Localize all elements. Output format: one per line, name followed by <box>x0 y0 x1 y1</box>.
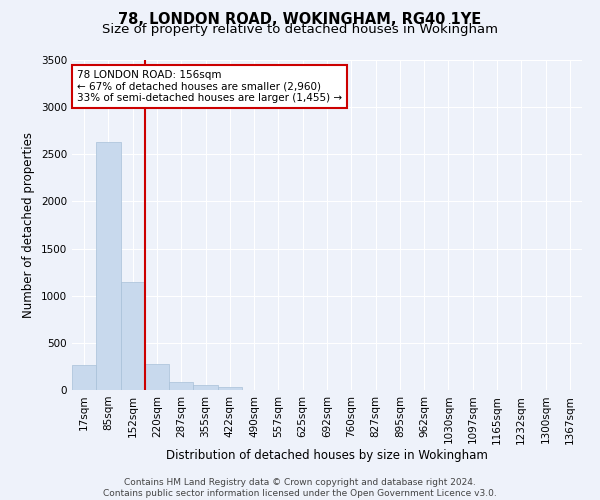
Bar <box>96 142 121 390</box>
Bar <box>193 386 218 390</box>
Text: 78, LONDON ROAD, WOKINGHAM, RG40 1YE: 78, LONDON ROAD, WOKINGHAM, RG40 1YE <box>118 12 482 28</box>
X-axis label: Distribution of detached houses by size in Wokingham: Distribution of detached houses by size … <box>166 449 488 462</box>
Text: Contains HM Land Registry data © Crown copyright and database right 2024.
Contai: Contains HM Land Registry data © Crown c… <box>103 478 497 498</box>
Bar <box>121 282 145 390</box>
Text: Size of property relative to detached houses in Wokingham: Size of property relative to detached ho… <box>102 22 498 36</box>
Bar <box>218 386 242 390</box>
Bar <box>145 364 169 390</box>
Text: 78 LONDON ROAD: 156sqm
← 67% of detached houses are smaller (2,960)
33% of semi-: 78 LONDON ROAD: 156sqm ← 67% of detached… <box>77 70 342 103</box>
Bar <box>72 364 96 390</box>
Bar <box>169 382 193 390</box>
Y-axis label: Number of detached properties: Number of detached properties <box>22 132 35 318</box>
